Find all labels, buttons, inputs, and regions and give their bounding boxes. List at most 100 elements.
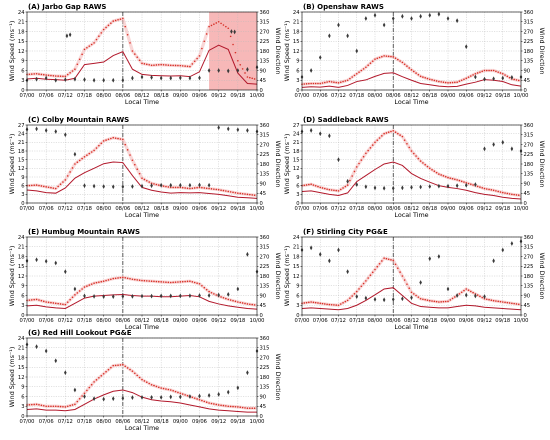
gust-point (415, 72, 417, 74)
gust-point (52, 302, 55, 304)
direction-point (83, 293, 86, 299)
gust-point (374, 58, 376, 60)
direction-point (65, 33, 69, 39)
gust-point (131, 278, 134, 281)
gust-point (433, 300, 436, 303)
gust-point (460, 79, 463, 82)
gust-point (167, 388, 170, 391)
direction-point (401, 13, 404, 19)
x-tick-label: 10/00 (250, 93, 265, 99)
gust-point (419, 297, 422, 300)
gust-point (69, 171, 71, 173)
gust-point (515, 194, 518, 196)
gust-point (174, 390, 177, 393)
gust-point (422, 76, 424, 78)
gust-point (342, 80, 344, 83)
gust-point (210, 402, 213, 405)
gust-point (454, 296, 456, 298)
direction-point (483, 76, 486, 82)
right-tick-label: 180 (260, 274, 270, 280)
x-tick-label: 08/06 (115, 93, 130, 99)
x-tick-label: 07/12 (58, 318, 73, 324)
gust-point (179, 281, 182, 283)
gust-point (495, 300, 497, 302)
right-tick-label: 90 (524, 293, 531, 299)
right-tick-label: 90 (260, 181, 267, 187)
gust-point (244, 193, 246, 195)
gust-speed-series (26, 17, 256, 80)
direction-point (428, 12, 432, 18)
direction-point (198, 182, 201, 188)
gust-point (232, 191, 234, 194)
left-axis-label: Wind Speed (ms⁻¹) (8, 347, 16, 408)
right-axis-label: Wind Direction (538, 28, 546, 75)
right-tick-label: 225 (260, 264, 270, 270)
gust-point (488, 69, 490, 72)
right-tick-label: 180 (260, 162, 270, 168)
gust-point (33, 298, 35, 301)
right-tick-label: 270 (260, 355, 270, 361)
right-tick-label: 225 (524, 39, 534, 45)
gust-point (365, 152, 367, 155)
gust-point (136, 374, 139, 377)
direction-point (198, 75, 201, 81)
gust-point (419, 75, 422, 78)
right-tick-label: 360 (524, 235, 534, 241)
x-tick-label: 09/12 (477, 318, 492, 324)
right-tick-label: 90 (260, 68, 267, 74)
gust-speed-series (301, 129, 520, 196)
gust-point (442, 175, 445, 177)
gust-point (428, 167, 431, 170)
x-tick-label: 08/06 (386, 93, 401, 99)
gust-point (458, 293, 461, 295)
gust-point (504, 192, 506, 194)
gust-point (93, 381, 95, 383)
gust-point (342, 302, 344, 304)
left-tick-label: 18 (293, 149, 300, 155)
x-tick-label: 09/00 (441, 206, 456, 212)
gust-point (100, 142, 103, 145)
gust-point (155, 64, 158, 66)
x-tick-label: 07/06 (313, 206, 328, 212)
gust-point (143, 178, 146, 181)
gust-point (141, 177, 143, 179)
gust-point (485, 188, 488, 190)
left-tick-label: 0 (21, 201, 24, 207)
gust-point (189, 187, 191, 190)
left-tick-label: 3 (296, 303, 299, 309)
right-tick-label: 225 (524, 264, 534, 270)
left-axis-label: Wind Speed (ms⁻¹) (8, 21, 16, 82)
gust-point (184, 280, 186, 283)
direction-point (169, 75, 173, 81)
x-tick-label: 07/12 (58, 206, 73, 212)
gust-point (371, 144, 374, 146)
gust-point (157, 386, 160, 389)
gust-point (189, 280, 191, 283)
gust-point (344, 300, 347, 303)
gust-point (45, 186, 47, 188)
gust-point (239, 301, 242, 304)
gust-point (447, 176, 449, 179)
x-tick-label: 09/18 (230, 206, 245, 212)
gust-point (308, 82, 310, 85)
gust-point (481, 70, 484, 73)
gust-point (239, 406, 242, 409)
gust-point (110, 137, 112, 140)
gust-point (148, 382, 150, 385)
gust-point (143, 279, 146, 282)
direction-point (121, 184, 125, 190)
right-tick-label: 45 (260, 404, 267, 410)
x-tick-label: 07/18 (349, 93, 364, 99)
x-tick-label: 09/06 (192, 93, 207, 99)
right-tick-label: 45 (524, 303, 531, 309)
gust-point (76, 161, 79, 163)
left-tick-label: 0 (296, 88, 299, 94)
gust-point (392, 56, 395, 58)
gust-point (381, 135, 383, 137)
direction-point (92, 293, 96, 299)
direction-point (391, 297, 395, 302)
x-tick-label: 08/06 (386, 318, 401, 324)
gust-point (167, 186, 170, 188)
gust-point (385, 55, 388, 57)
